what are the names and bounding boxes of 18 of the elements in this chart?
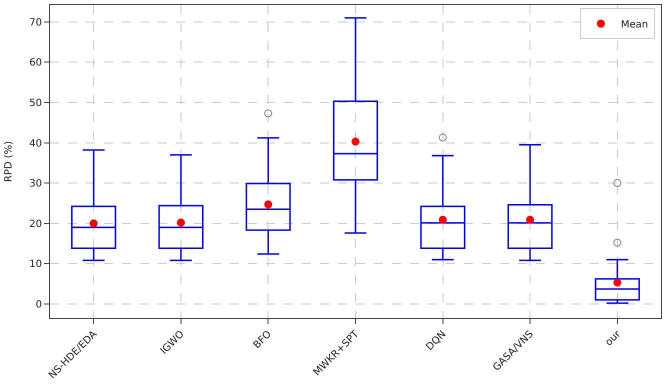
y-tick-label: 60 bbox=[29, 58, 42, 69]
y-tick-label: 0 bbox=[36, 299, 42, 310]
y-tick-label: 40 bbox=[29, 138, 42, 150]
point bbox=[176, 218, 185, 227]
legend-label: Mean bbox=[620, 20, 648, 31]
y-tick-label: 30 bbox=[29, 178, 42, 190]
x-tick-label: our bbox=[604, 328, 624, 348]
y-tick-label: 20 bbox=[29, 218, 42, 230]
point bbox=[526, 216, 534, 224]
y-tick-label: 50 bbox=[29, 98, 42, 109]
point bbox=[613, 278, 622, 287]
y-tick-label: 70 bbox=[29, 17, 42, 28]
point bbox=[90, 219, 98, 228]
point bbox=[438, 216, 447, 224]
point bbox=[264, 200, 272, 208]
y-tick-label: 10 bbox=[29, 259, 42, 270]
y-axis-title: RPD (%) bbox=[3, 140, 14, 182]
point bbox=[352, 138, 360, 146]
